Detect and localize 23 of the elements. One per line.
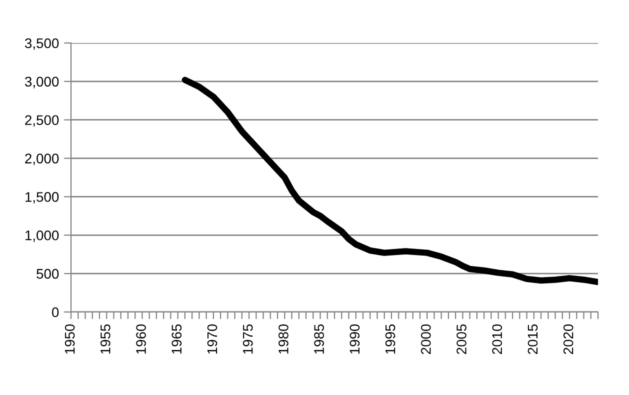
x-tick-label: 1950	[64, 324, 75, 354]
x-tick-label: 1965	[172, 324, 182, 354]
x-tick-label: 1970	[207, 324, 218, 354]
x-tick-label: 1980	[278, 324, 288, 354]
y-tick-label: 500	[36, 268, 59, 279]
x-tick-label: 1955	[100, 324, 110, 354]
x-tick-label: 2010	[492, 324, 502, 354]
y-tick-label: 0	[52, 307, 59, 318]
x-tick-label: 1975	[242, 324, 253, 354]
y-tick-label: 3,500	[24, 38, 59, 50]
x-tick-label: 1990	[350, 324, 360, 354]
x-tick-label: 2015	[528, 324, 538, 354]
y-tick-label: 2,500	[25, 115, 59, 127]
x-tick-label: 2000	[420, 324, 431, 354]
y-tick-label: 2,000	[25, 154, 59, 166]
x-tick-label: 2005	[456, 324, 466, 354]
y-tick-label: 3,000	[24, 76, 59, 88]
x-tick-label: 1995	[385, 324, 396, 354]
y-tick-label: 1,500	[26, 192, 59, 204]
x-tick-label: 1985	[314, 324, 324, 354]
x-tick-label: 2020	[563, 324, 574, 354]
x-tick-label: 1960	[136, 324, 146, 354]
y-tick-label: 1,000	[26, 230, 59, 242]
